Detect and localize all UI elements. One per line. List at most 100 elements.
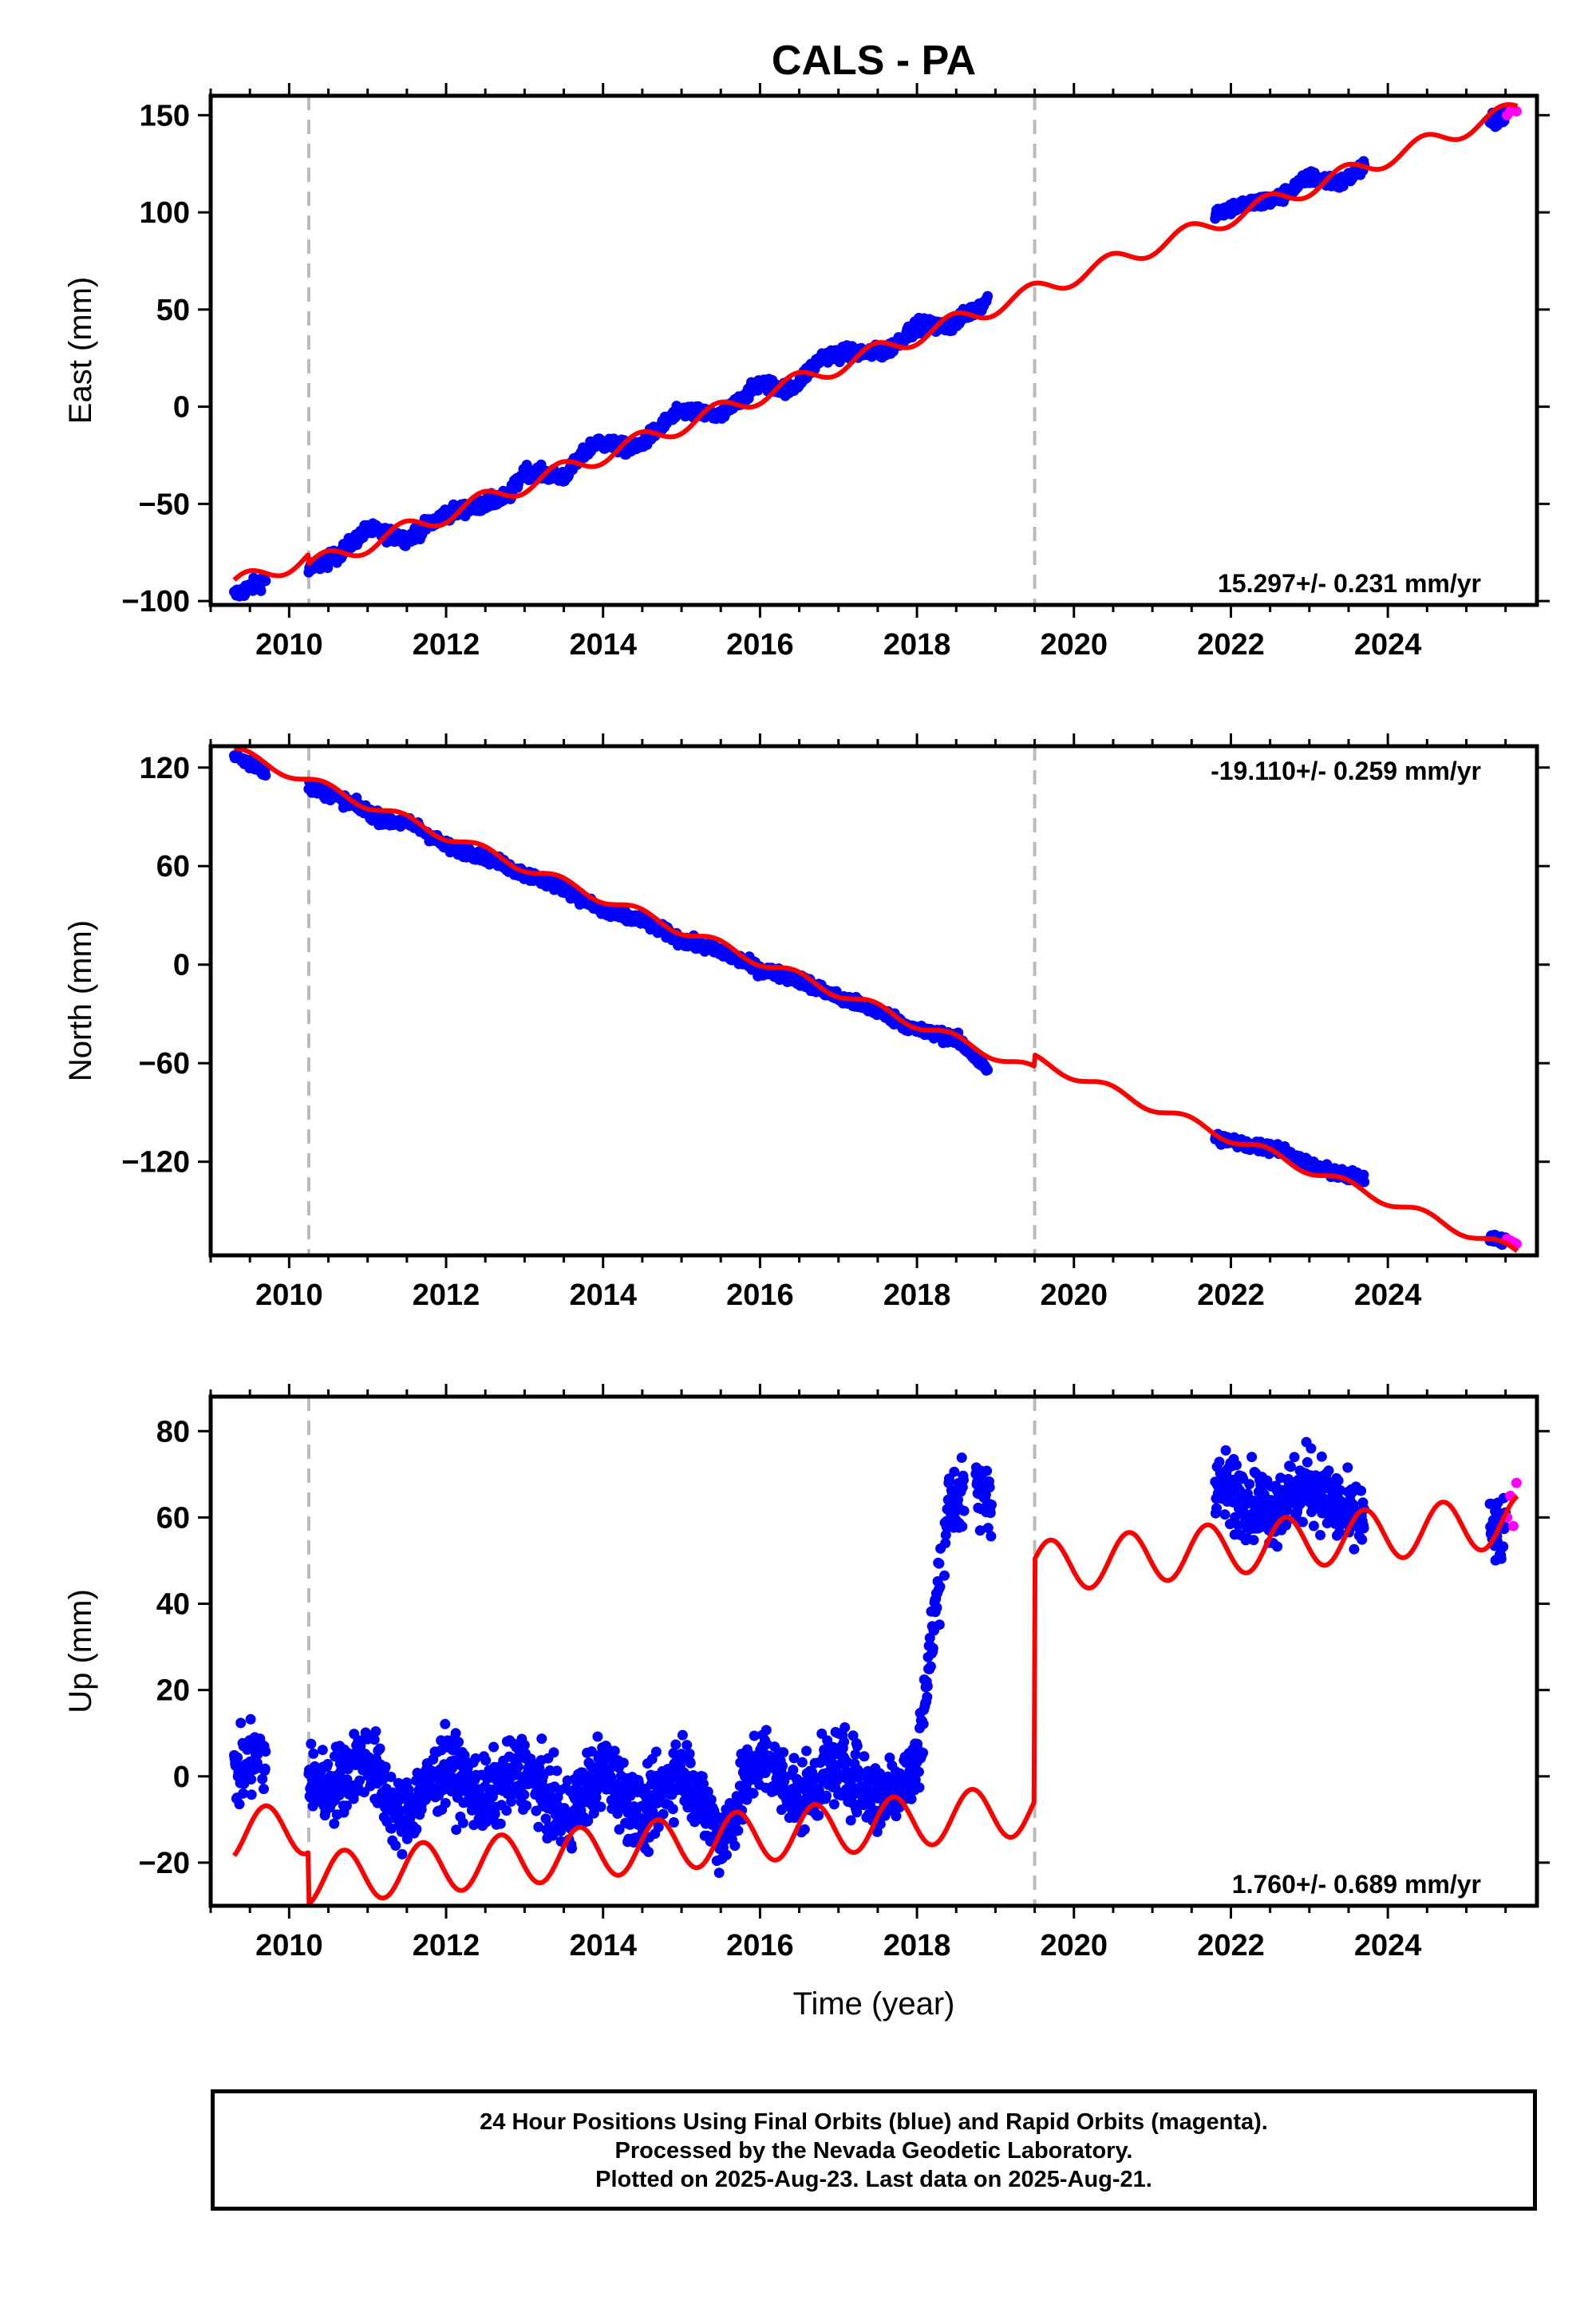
up-final-point: [334, 1790, 345, 1800]
up-final-point: [536, 1733, 547, 1745]
up-final-point: [777, 1761, 788, 1772]
up-final-point: [533, 1821, 544, 1832]
up-final-point: [411, 1824, 422, 1835]
up-y-tick-label: 80: [156, 1415, 190, 1448]
north-final-point: [260, 770, 271, 781]
up-final-point: [914, 1782, 925, 1793]
up-final-point: [506, 1796, 517, 1807]
north-y-tick-label: 60: [156, 850, 190, 883]
east-x-tick-label: 2020: [1041, 628, 1108, 662]
up-final-point: [845, 1815, 856, 1826]
up-final-point: [609, 1745, 620, 1757]
up-final-point: [618, 1757, 629, 1769]
up-final-point: [957, 1521, 968, 1532]
up-x-tick-label: 2018: [883, 1929, 951, 1962]
footer-line-1: 24 Hour Positions Using Final Orbits (bl…: [480, 2109, 1268, 2135]
up-final-point: [653, 1821, 664, 1832]
up-x-tick-label: 2010: [255, 1929, 323, 1962]
east-plot-group: 2010 2012 2014 2016 2018 2020 2022 2024−100−500…: [63, 83, 1550, 662]
up-final-point: [1248, 1535, 1259, 1546]
up-final-point: [451, 1824, 462, 1836]
up-final-point: [370, 1726, 381, 1737]
up-final-point: [698, 1778, 709, 1789]
east-rate-label: 15.297+/- 0.231 mm/yr: [1218, 569, 1481, 598]
north-frame: [208, 744, 1539, 1258]
up-final-point: [374, 1743, 385, 1754]
east-x-tick-label: 2010: [255, 628, 323, 662]
up-final-point: [949, 1466, 960, 1477]
up-final-point: [348, 1793, 359, 1804]
north-x-tick-label: 2012: [413, 1279, 480, 1312]
up-final-point: [1231, 1460, 1242, 1471]
up-final-point: [939, 1570, 950, 1581]
up-x-axis-label: Time (year): [793, 1986, 955, 2022]
north-final-point: [982, 1065, 994, 1076]
up-y-tick-label: 40: [156, 1588, 190, 1622]
north-plot-group: 2010 2012 2014 2016 2018 2020 2022 2024−120−600…: [63, 733, 1550, 1312]
up-final-point: [1495, 1553, 1507, 1564]
up-x-tick-label: 2020: [1041, 1929, 1108, 1962]
up-final-point: [796, 1757, 808, 1768]
up-final-point: [956, 1452, 967, 1463]
up-final-point: [245, 1713, 256, 1725]
up-final-point: [591, 1785, 602, 1796]
up-final-point: [480, 1755, 492, 1766]
up-final-point: [232, 1752, 243, 1763]
up-final-point: [801, 1745, 812, 1757]
up-final-point: [859, 1751, 870, 1762]
up-final-point: [1356, 1485, 1367, 1496]
up-frame: [208, 1394, 1539, 1908]
up-final-point: [918, 1747, 929, 1758]
up-final-point: [934, 1558, 945, 1569]
up-final-point: [982, 1465, 993, 1476]
up-final-point: [488, 1741, 500, 1753]
up-final-point: [974, 1525, 986, 1536]
north-x-tick-label: 2016: [726, 1279, 794, 1312]
up-final-point: [934, 1581, 946, 1592]
up-final-point: [761, 1738, 772, 1749]
north-x-tick-label: 2018: [883, 1279, 951, 1312]
up-final-point: [1333, 1475, 1344, 1486]
up-final-point: [259, 1784, 269, 1795]
up-final-point: [918, 1718, 929, 1729]
up-final-point: [440, 1718, 451, 1729]
up-x-tick-label: 2014: [569, 1929, 637, 1962]
up-final-point: [329, 1818, 340, 1829]
east-final-point: [982, 290, 994, 302]
east-final-point: [260, 575, 271, 587]
up-final-point: [588, 1808, 599, 1819]
up-final-point: [1302, 1456, 1313, 1468]
up-final-point: [925, 1661, 936, 1672]
up-y-tick-label: 60: [156, 1501, 190, 1535]
up-final-point: [551, 1765, 563, 1777]
up-final-point: [906, 1793, 917, 1804]
up-final-point: [791, 1791, 802, 1802]
up-final-point: [934, 1619, 945, 1630]
north-plot-area: [229, 746, 1522, 1255]
up-final-point: [238, 1788, 249, 1799]
up-final-point: [922, 1681, 933, 1692]
up-final-point: [512, 1761, 523, 1773]
up-final-point: [944, 1476, 955, 1487]
up-final-point: [390, 1840, 401, 1851]
up-final-point: [958, 1505, 970, 1516]
up-final-point: [713, 1867, 725, 1879]
east-rapid-point: [1511, 106, 1522, 117]
up-final-point: [1349, 1543, 1360, 1555]
up-final-point: [1211, 1503, 1222, 1514]
up-plot-group: 2010 2012 2014 2016 2018 2020 2022 2024−2002040…: [63, 1384, 1550, 2022]
up-rapid-point: [1508, 1520, 1519, 1531]
up-final-point: [386, 1823, 397, 1834]
up-final-point: [1285, 1461, 1296, 1472]
up-final-point: [1244, 1479, 1255, 1490]
up-final-point: [1358, 1523, 1369, 1534]
up-final-point: [940, 1538, 951, 1549]
up-final-point: [1219, 1509, 1231, 1520]
east-y-axis-label: East (mm): [63, 277, 98, 424]
up-final-point: [1316, 1451, 1327, 1462]
north-y-tick-label: −120: [121, 1146, 190, 1180]
east-final-point: [255, 585, 267, 596]
east-plot-area: [229, 96, 1522, 605]
up-final-point: [822, 1735, 833, 1746]
up-final-point: [749, 1730, 760, 1741]
